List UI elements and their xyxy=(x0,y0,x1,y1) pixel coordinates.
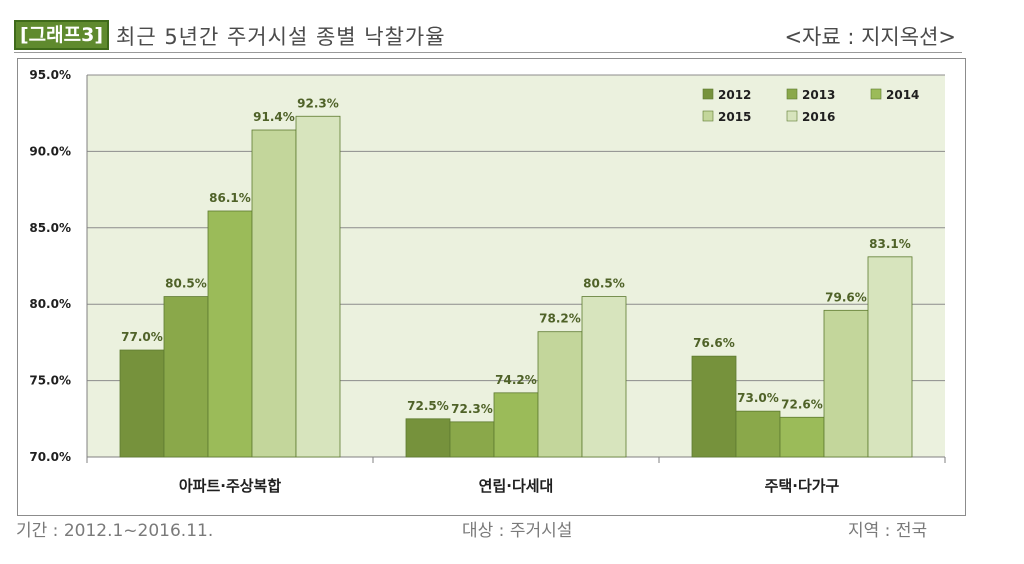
bar-2013 xyxy=(735,410,781,458)
bar-2013 xyxy=(163,296,209,458)
y-tick-label: 95.0% xyxy=(29,68,71,82)
data-label: 76.6% xyxy=(693,336,735,350)
bar-2015 xyxy=(823,309,869,458)
legend-label: 2013 xyxy=(802,88,835,102)
data-label: 80.5% xyxy=(165,277,207,291)
data-label: 83.1% xyxy=(869,237,911,251)
data-label: 80.5% xyxy=(583,277,625,291)
x-tick-label: 아파트·주상복합 xyxy=(179,477,281,495)
data-label: 86.1% xyxy=(209,191,251,205)
y-tick-label: 80.0% xyxy=(29,297,71,311)
legend-label: 2015 xyxy=(718,110,751,124)
data-label: 73.0% xyxy=(737,391,779,405)
x-tick-label: 주택·다가구 xyxy=(765,477,840,495)
header-divider xyxy=(14,52,962,53)
data-label: 91.4% xyxy=(253,110,295,124)
chart-frame: 70.0% 75.0% 80.0% 85.0% 90.0% 95.0% 77.0% 80.5%… xyxy=(17,58,966,516)
bar-2012 xyxy=(405,418,451,458)
data-label: 77.0% xyxy=(121,330,163,344)
bar-2013 xyxy=(449,421,495,458)
data-label: 78.2% xyxy=(539,312,581,326)
y-tick-label: 70.0% xyxy=(29,450,71,464)
bar-2014 xyxy=(779,416,825,458)
bar-2016 xyxy=(867,256,913,458)
chart-header: [그래프3] 최근 5년간 주거시설 종별 낙찰가율 <자료 : 지지옥션> xyxy=(14,18,1010,50)
bar-2015 xyxy=(537,331,583,458)
data-label: 92.3% xyxy=(297,96,339,110)
legend-swatch-2015 xyxy=(702,110,714,122)
legend-label: 2012 xyxy=(718,88,751,102)
x-tick-label: 연립·다세대 xyxy=(479,477,554,495)
legend-swatch-2012 xyxy=(702,88,714,100)
footer-period: 기간 : 2012.1~2016.11. xyxy=(16,521,214,541)
data-label: 72.3% xyxy=(451,402,493,416)
bar-chart: 70.0% 75.0% 80.0% 85.0% 90.0% 95.0% 77.0% 80.5%… xyxy=(29,68,946,495)
legend-swatch-2016 xyxy=(786,110,798,122)
legend-swatch-2013 xyxy=(786,88,798,100)
y-tick-label: 75.0% xyxy=(29,374,71,388)
legend-label: 2014 xyxy=(886,88,919,102)
footer-target: 대상 : 주거시설 xyxy=(462,521,573,541)
data-label: 72.5% xyxy=(407,399,449,413)
bar-2015 xyxy=(251,129,297,458)
y-tick-label: 90.0% xyxy=(29,144,71,158)
y-tick-label: 85.0% xyxy=(29,221,71,235)
bar-2014 xyxy=(493,392,539,458)
legend-swatch-2014 xyxy=(870,88,882,100)
bar-2012 xyxy=(119,349,165,458)
legend-label: 2016 xyxy=(802,110,835,124)
bar-2016 xyxy=(295,115,341,458)
chart-title: 최근 5년간 주거시설 종별 낙찰가율 xyxy=(116,25,446,49)
bar-2016 xyxy=(581,296,627,458)
source-label: <자료 : 지지옥션> xyxy=(784,25,956,49)
bar-2014 xyxy=(207,210,253,458)
data-label: 72.6% xyxy=(781,397,823,411)
data-label: 79.6% xyxy=(825,290,867,304)
bar-2012 xyxy=(691,355,737,458)
footer-region: 지역 : 전국 xyxy=(848,521,928,541)
data-label: 74.2% xyxy=(495,373,537,387)
graph-number-tag: [그래프3] xyxy=(14,20,110,50)
